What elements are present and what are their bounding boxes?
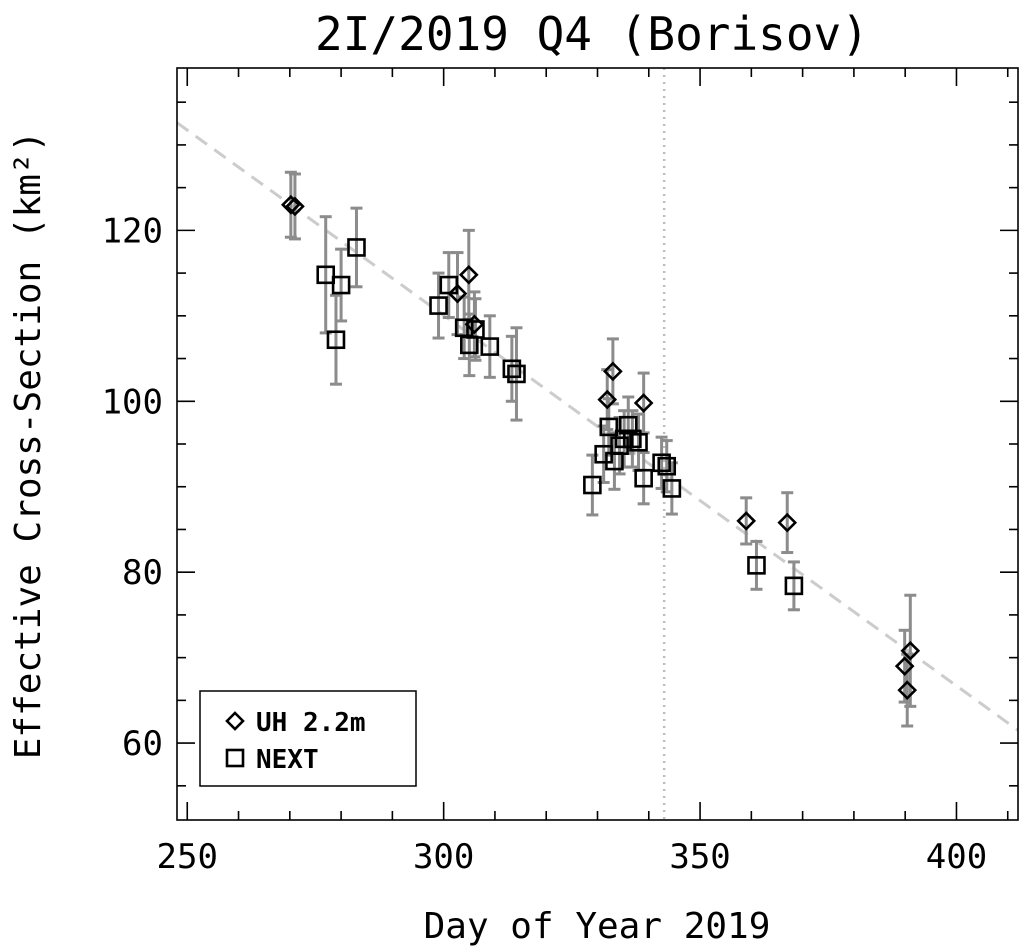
legend-symbol-square (225, 748, 245, 768)
data-point-uh (633, 393, 654, 413)
y-tick-label: 60 (122, 724, 163, 764)
data-point-next (652, 453, 671, 473)
data-point-uh (447, 283, 468, 304)
x-tick-label: 250 (157, 837, 218, 877)
data-point-uh (285, 196, 305, 217)
legend-symbol-diamond (225, 711, 245, 731)
chart-title: 2I/2019 Q4 (Borisov) (315, 7, 869, 61)
data-point-uh (597, 389, 618, 410)
data-point-next (480, 337, 500, 356)
data-point-next (623, 429, 642, 449)
data-point-next (439, 275, 459, 295)
data-point-next (747, 556, 766, 575)
data-point-next (429, 296, 448, 315)
data-point-next (583, 475, 602, 495)
data-point-uh (900, 640, 921, 661)
x-tick-label: 400 (926, 837, 987, 877)
data-point-next (629, 432, 648, 452)
data-point-next (599, 417, 619, 437)
data-point-next (466, 320, 485, 339)
x-tick-label: 350 (669, 837, 730, 877)
y-tick-label: 100 (102, 382, 163, 422)
legend-box (199, 690, 417, 787)
data-point-uh (894, 656, 915, 677)
data-point-next (662, 479, 682, 498)
data-point-next (331, 275, 351, 295)
data-point-next (507, 364, 526, 384)
x-axis-label: Day of Year 2019 (424, 906, 771, 947)
data-point-next (784, 576, 804, 596)
y-tick-label: 80 (122, 553, 163, 593)
fit-line (176, 121, 1019, 732)
legend: UH 2.2m NEXT (199, 690, 417, 787)
x-tick-label: 300 (413, 837, 474, 877)
y-tick-label: 120 (102, 211, 163, 251)
data-point-next (618, 415, 638, 435)
legend-label-uh: UH 2.2m (256, 708, 366, 738)
legend-label-next: NEXT (256, 745, 319, 775)
y-axis-label: Effective Cross-Section (km²) (8, 131, 49, 760)
data-point-uh (603, 361, 623, 382)
data-point-uh (897, 680, 918, 700)
data-point-uh (281, 194, 301, 215)
data-point-next (316, 265, 336, 285)
data-point-uh (458, 264, 479, 285)
data-point-uh (736, 511, 757, 531)
data-point-next (657, 456, 677, 476)
data-point-next (326, 330, 346, 350)
data-point-uh (777, 512, 798, 533)
data-point-next (347, 238, 366, 257)
data-point-next (634, 468, 653, 488)
data-point-next (502, 359, 522, 379)
